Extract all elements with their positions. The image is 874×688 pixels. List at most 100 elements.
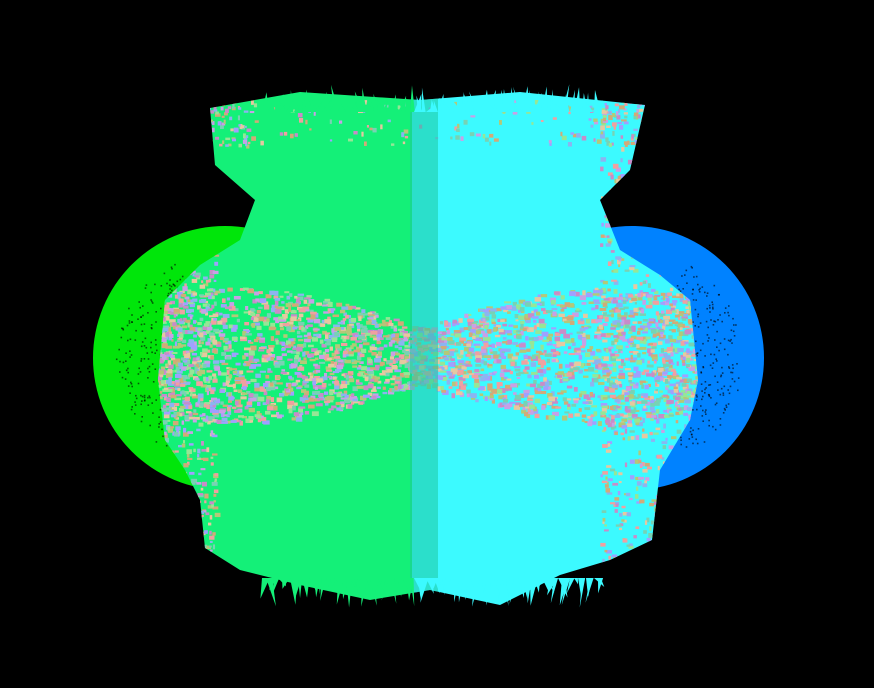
speckle xyxy=(206,370,213,373)
speckle xyxy=(492,372,496,376)
speckle xyxy=(212,532,216,536)
speckle xyxy=(177,388,181,391)
speckle xyxy=(270,307,276,313)
speckle xyxy=(607,386,614,389)
speckle xyxy=(661,353,666,357)
speckle xyxy=(191,555,195,561)
speckle xyxy=(607,443,611,447)
disc-dot xyxy=(690,265,693,268)
speckle xyxy=(598,324,603,330)
speckle xyxy=(574,347,581,351)
speckle xyxy=(281,341,286,347)
speckle xyxy=(564,302,571,307)
speckle xyxy=(190,270,196,274)
speckle xyxy=(308,299,315,304)
speckle xyxy=(639,108,644,112)
speckle xyxy=(466,354,471,357)
speckle xyxy=(581,337,587,343)
speckle xyxy=(648,351,653,357)
speckle xyxy=(184,549,188,552)
disc-dot xyxy=(690,427,692,429)
disc-dot xyxy=(152,381,155,383)
disc-dot xyxy=(707,326,709,329)
speckle xyxy=(534,297,542,302)
speckle xyxy=(678,217,681,221)
disc-dot xyxy=(135,397,138,400)
speckle xyxy=(668,319,676,322)
speckle xyxy=(474,369,480,373)
disc-dot xyxy=(692,442,694,445)
speckle xyxy=(172,503,175,508)
speckle xyxy=(629,350,636,354)
speckle xyxy=(610,353,616,357)
speckle xyxy=(630,360,636,363)
speckle xyxy=(669,303,673,307)
disc-dot xyxy=(168,284,171,287)
speckle xyxy=(287,350,293,353)
speckle xyxy=(489,133,494,138)
speckle xyxy=(392,375,397,380)
speckle xyxy=(218,288,225,293)
speckle xyxy=(167,308,174,312)
speckle xyxy=(389,356,395,360)
speckle xyxy=(258,306,263,309)
speckle xyxy=(211,482,218,486)
speckle xyxy=(544,381,550,387)
disc-dot xyxy=(181,275,184,278)
speckle xyxy=(221,421,228,424)
speckle xyxy=(158,159,164,162)
speckle xyxy=(674,191,679,196)
speckle xyxy=(503,369,507,373)
speckle xyxy=(183,382,191,385)
speckle xyxy=(211,504,214,508)
speckle xyxy=(164,315,170,321)
speckle xyxy=(625,190,629,194)
speckle xyxy=(307,302,311,307)
speckle xyxy=(466,389,471,394)
speckle xyxy=(213,414,220,418)
speckle xyxy=(185,411,192,414)
speckle xyxy=(534,374,540,379)
speckle xyxy=(213,301,217,306)
speckle xyxy=(519,343,526,348)
speckle xyxy=(688,491,692,495)
speckle xyxy=(619,322,625,325)
speckle xyxy=(680,530,685,533)
speckle xyxy=(656,397,661,403)
speckle xyxy=(406,364,410,368)
speckle xyxy=(600,474,603,478)
speckle xyxy=(295,297,300,303)
speckle xyxy=(535,330,542,334)
speckle xyxy=(249,419,254,423)
speckle xyxy=(639,282,643,286)
speckle xyxy=(680,407,686,411)
speckle xyxy=(170,485,173,489)
speckle xyxy=(254,291,259,296)
disc-dot xyxy=(130,408,133,411)
speckle xyxy=(616,345,623,349)
speckle xyxy=(239,420,243,426)
speckle xyxy=(614,431,618,436)
speckle xyxy=(253,317,259,322)
speckle xyxy=(606,550,612,554)
speckle xyxy=(161,338,167,342)
speckle xyxy=(688,366,695,372)
speckle xyxy=(663,353,668,357)
speckle xyxy=(614,114,617,118)
speckle xyxy=(178,330,183,335)
speckle xyxy=(222,382,227,387)
speckle xyxy=(641,144,648,149)
speckle xyxy=(629,211,636,215)
speckle xyxy=(610,356,617,362)
speckle xyxy=(646,364,654,368)
speckle xyxy=(675,411,681,416)
speckle xyxy=(689,548,692,552)
speckle xyxy=(585,318,590,324)
speckle xyxy=(683,196,686,201)
speckle xyxy=(670,343,674,347)
speckle xyxy=(205,142,210,147)
speckle xyxy=(537,303,542,306)
speckle xyxy=(538,352,544,356)
speckle xyxy=(371,320,377,325)
speckle xyxy=(584,407,591,411)
